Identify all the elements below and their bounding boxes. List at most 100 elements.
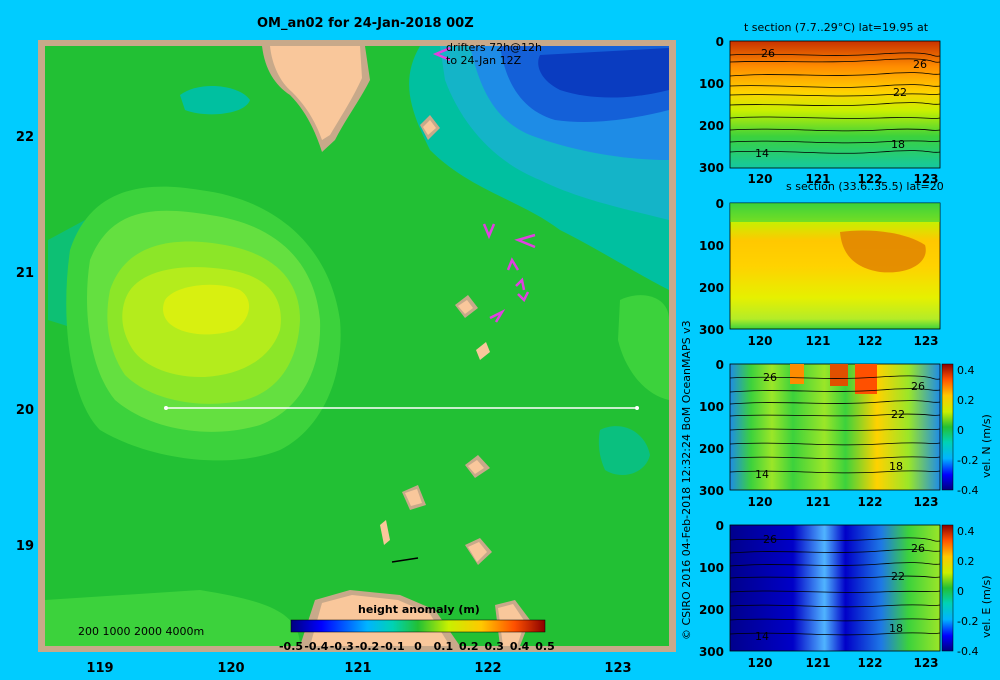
panel-x-tick-label: 122 [857,172,882,186]
vel-n-colorbar-label: vel. N (m/s) [980,414,993,478]
contour-lines [729,375,941,474]
contour-label: 14 [755,147,769,160]
vel-e-colorbar-label: vel. E (m/s) [980,575,993,638]
panel-x-tick-label: 123 [913,334,938,348]
contour-label: 14 [755,468,769,481]
main-title: OM_an02 for 24-Jan-2018 00Z [257,16,474,31]
panel-x-tick-label: 120 [747,495,772,509]
drifter-arrow [506,257,520,271]
drifter-arrow [432,46,451,62]
panel-x-tick-label: 120 [747,334,772,348]
contour-label: 26 [761,47,775,60]
panel-x-tick-label: 121 [805,334,830,348]
contour-label: 26 [763,371,777,384]
map-x-tick-label: 121 [344,661,371,676]
drifter-arrow [489,308,506,323]
colorbar-title: height anomaly (m) [358,603,480,616]
land-island [458,300,473,314]
contour-label: 26 [911,542,925,555]
vel-e-panel [729,524,954,652]
map-x-ticks: 119 120 121 122 123 [86,661,631,676]
panel-y-tick-label: 300 [699,161,724,175]
map-x-tick-label: 122 [474,661,501,676]
panel-x-tick-label: 122 [857,656,882,670]
colorbar-tick-label: 0.5 [535,640,555,653]
panel-x-tick-label: 123 [913,172,938,186]
velocity-colorbar-ticks: 0.4 0.2 0 -0.2 -0.4 0.4 0.2 0 -0.2 -0.4 [957,364,978,658]
colorbar-tick-label: 0.4 [510,640,530,653]
t-section-panel [729,40,941,169]
contour-label: 22 [893,86,907,99]
contour-labels: 26 26 22 18 14 26 26 22 18 14 26 26 22 18 14 [755,47,927,643]
contour-label: 26 [763,533,777,546]
map-y-tick-label: 19 [16,539,34,554]
velocity-colorbar-tick-label: 0.2 [957,555,975,568]
land-island [476,342,490,360]
contour-label: 26 [913,58,927,71]
panel-y-tick-label: 300 [699,645,724,659]
colorbar-tick-label: 0.1 [434,640,454,653]
panel-y-tick-label: 100 [699,561,724,575]
depth-legend: 200 1000 2000 4000m [78,625,205,638]
land-island [405,489,422,506]
colorbar-tick-label: -0.3 [330,640,354,653]
land-island [423,120,436,135]
drifter-arrow [515,277,526,291]
velocity-colorbar-tick-label: -0.4 [957,484,978,497]
panel-y-tick-label: 300 [699,323,724,337]
colorbar-tick-label: -0.2 [355,640,379,653]
contour-label: 18 [891,138,905,151]
contour-lines [729,537,941,636]
map-x-tick-label: 123 [604,661,631,676]
drifters-label-line2: to 24-Jan 12Z [446,54,522,67]
velocity-colorbar-tick-label: -0.4 [957,645,978,658]
panel-ticks: 0 100 200 300 120 121 122 123 0 100 200 300 120 121 12… [699,35,939,670]
drifters-label-line1: drifters 72h@12h [446,41,543,54]
map-y-tick-label: 21 [16,266,34,281]
contour-label: 22 [891,408,905,421]
land-island [468,460,484,474]
velocity-colorbar-tick-label: 0 [957,585,964,598]
copyright-text: © CSIRO 2016 04-Feb-2018 12:32:24 BoM Oc… [680,320,693,640]
land-taiwan [270,46,362,140]
velocity-colorbar-tick-label: 0 [957,424,964,437]
colorbar-tick-label: 0 [414,640,422,653]
panel-x-tick-label: 120 [747,172,772,186]
sea-height-field [45,46,669,646]
contour-label: 18 [889,622,903,635]
contour-label: 18 [889,460,903,473]
panel-y-tick-label: 0 [716,519,724,533]
map-y-tick-label: 22 [16,130,34,145]
velocity-colorbar-tick-label: 0.2 [957,394,975,407]
panel-x-tick-label: 122 [857,495,882,509]
panel-y-tick-label: 100 [699,239,724,253]
vel-n-panel [729,363,954,491]
contour-label: 22 [891,570,905,583]
panel-y-tick-label: 200 [699,603,724,617]
panel-x-tick-label: 123 [913,495,938,509]
map-x-tick-label: 119 [86,661,113,676]
panel-x-tick-label: 121 [805,656,830,670]
panel-y-tick-label: 0 [716,358,724,372]
panel-y-tick-label: 0 [716,197,724,211]
land-island [468,542,487,562]
panel-y-tick-label: 0 [716,35,724,49]
map-y-tick-label: 20 [16,403,34,418]
panel-x-tick-label: 123 [913,656,938,670]
t-section-title: t section (7.7..29°C) lat=19.95 at [744,21,929,34]
land-island [380,520,390,545]
contour-lines [729,52,941,154]
vel-n-colorbar [941,363,954,491]
velocity-colorbar-tick-label: -0.2 [957,615,978,628]
drifter-arrow [514,233,536,249]
contour-label: 26 [911,380,925,393]
s-section-title: s section (33.6..35.5) lat=20 [786,180,944,193]
colorbar-tick-label: -0.4 [304,640,328,653]
panel-x-tick-label: 121 [805,495,830,509]
panel-x-tick-label: 120 [747,656,772,670]
drifter-arrow [517,291,530,303]
colorbar [290,619,546,633]
map-x-tick-label: 120 [217,661,244,676]
contour-label: 14 [755,630,769,643]
